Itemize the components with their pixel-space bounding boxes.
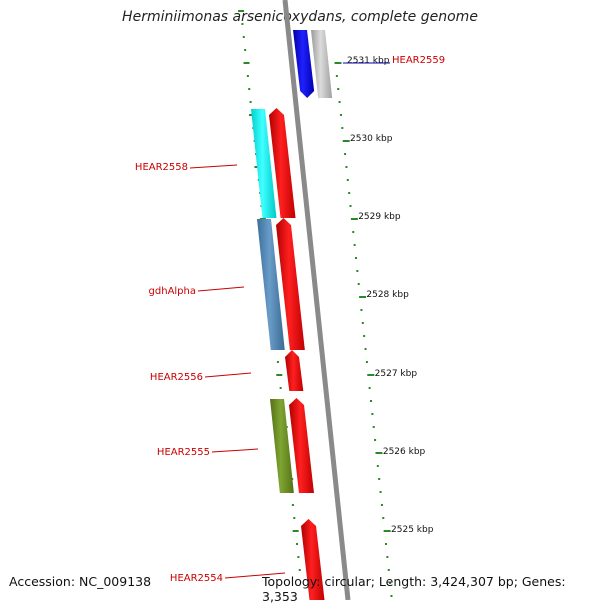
left-tick [243,62,250,64]
gene-label-hear2554[interactable]: HEAR2554 [170,573,223,584]
cds-hear2559-partner[interactable] [311,30,333,98]
right-tick [380,504,383,506]
right-tick [375,452,383,454]
right-tick [352,231,355,233]
right-tick [345,166,348,168]
right-tick [389,582,392,584]
cds-hear2558[interactable] [269,108,296,218]
scale-label-2529: 2529 kbp [358,212,401,222]
right-tick [364,348,367,350]
leader-line [211,448,259,453]
right-tick [365,361,368,363]
right-tick [385,543,388,545]
cds-hear2556[interactable] [285,350,304,391]
right-tick [353,244,356,246]
scale-label-2525: 2525 kbp [391,525,434,535]
map-title: Herminiimonas arsenicoxydans, complete g… [122,9,478,25]
right-tick [354,257,357,259]
right-tick [334,62,342,64]
left-tick [292,530,299,532]
right-tick [338,101,341,103]
right-tick [363,335,366,337]
right-tick [349,205,352,207]
accession-text: Accession: NC_009138 [9,574,152,589]
gene-label-gdhalpha[interactable]: gdhAlpha [149,286,196,297]
left-tick [249,101,252,103]
right-tick [357,283,360,285]
scale-label-2528: 2528 kbp [366,290,409,300]
right-tick [371,413,374,415]
cds-hear2559[interactable] [293,30,315,98]
gene-label-hear2555[interactable]: HEAR2555 [157,447,210,458]
right-tick [376,465,379,467]
right-tick [372,426,375,428]
gene-label-hear2556[interactable]: HEAR2556 [150,372,203,383]
right-tick [367,374,375,376]
left-tick [293,517,296,519]
left-tick [248,88,251,90]
left-tick [246,75,249,77]
right-tick [350,218,358,220]
left-tick [244,49,247,51]
left-tick [242,36,245,38]
right-tick [379,491,382,493]
right-tick [374,439,377,441]
genome-backbone [282,0,351,600]
cog-gdhalpha[interactable] [257,219,285,350]
label-leader-lines [189,62,390,579]
right-tick [337,88,340,90]
right-tick [383,530,391,532]
right-tick [359,296,367,298]
right-tick [370,400,372,402]
right-tick [386,556,389,558]
left-tick [279,387,282,389]
feature-track [251,30,333,600]
scale-label-2531: 2531 kbp [347,56,390,66]
right-tick [348,192,351,194]
right-tick [390,595,393,597]
cds-gdhalpha[interactable] [276,218,305,350]
scale-label-2526: 2526 kbp [383,447,426,457]
right-tick [342,140,350,142]
right-tick [382,517,385,519]
right-tick [360,309,363,311]
left-tick [241,23,244,25]
leader-line [189,164,238,169]
scale-label-2530: 2530 kbp [350,134,393,144]
right-tick [368,387,371,389]
left-tick [291,504,294,506]
right-tick [335,75,338,77]
left-tick [297,556,300,558]
cog-hear2558[interactable] [251,109,277,218]
right-tick [339,114,342,116]
left-tick [298,569,301,571]
scale-labels: 2531 kbp 2530 kbp 2529 kbp 2528 kbp 2527… [347,56,434,535]
cds-hear2555[interactable] [289,398,314,493]
right-tick [361,322,364,324]
gene-labels: HEAR2559 HEAR2558 gdhAlpha HEAR2556 HEAR… [135,55,445,584]
leader-line [197,286,245,292]
cds-hear2554[interactable] [301,519,325,600]
leader-line [224,572,286,579]
leader-line [204,372,252,378]
left-tick [276,374,283,376]
right-tick [341,127,344,129]
right-tick [356,270,359,272]
scale-ticks-right [334,62,393,597]
gene-label-hear2559[interactable]: HEAR2559 [392,55,445,66]
cog-hear2555[interactable] [270,399,294,493]
left-tick [276,361,279,363]
scale-label-2527: 2527 kbp [375,369,418,379]
right-tick [387,569,390,571]
gene-label-hear2558[interactable]: HEAR2558 [135,162,188,173]
right-tick [346,179,349,181]
left-tick [238,10,245,12]
right-tick [378,478,381,480]
left-tick [296,543,299,545]
right-tick [344,153,347,155]
